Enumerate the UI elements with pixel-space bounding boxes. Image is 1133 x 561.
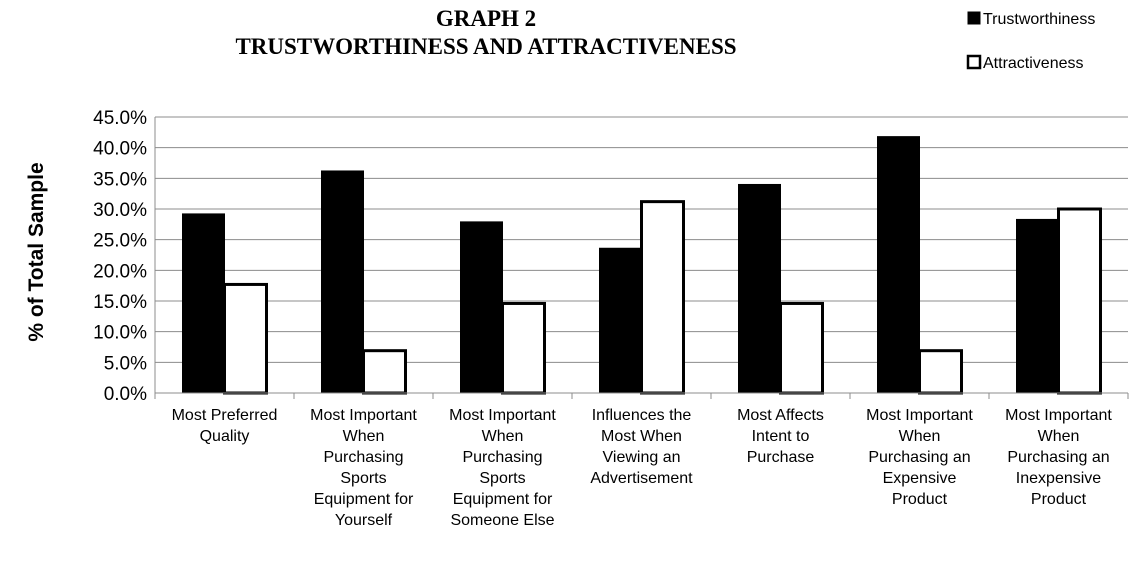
y-tick-label: 25.0%: [93, 231, 147, 252]
bar-trustworthiness: [1016, 218, 1059, 394]
x-category-label: Advertisement: [590, 470, 693, 487]
x-category-label: Most Affects: [737, 407, 824, 424]
x-category-label: Sports: [340, 470, 386, 487]
y-tick-label: 10.0%: [93, 323, 147, 344]
bar-trustworthiness: [460, 221, 503, 394]
legend-swatch-attractiveness: [966, 54, 982, 70]
x-category-label: Viewing an: [603, 449, 681, 466]
y-axis-label: % of Total Sample: [25, 162, 48, 341]
legend-label-attractiveness: Attractiveness: [983, 55, 1083, 72]
bars: [182, 136, 1102, 395]
x-category-label: Someone Else: [450, 512, 554, 529]
x-category-label: When: [343, 428, 385, 445]
bar-trustworthiness: [877, 136, 920, 394]
bar-trustworthiness: [321, 170, 364, 394]
x-category-label: Expensive: [883, 470, 957, 487]
y-tick-label: 5.0%: [104, 353, 147, 374]
axes: [154, 117, 1129, 399]
y-tick-label: 45.0%: [93, 108, 147, 129]
x-category-label: When: [1038, 428, 1080, 445]
bar-attractiveness: [362, 349, 407, 395]
x-category-label: When: [899, 428, 941, 445]
y-tick-labels: 0.0% 5.0% 10.0% 15.0% 20.0% 25.0% 30.0% 35.0% 40…: [93, 108, 147, 405]
x-category-label: Purchasing: [323, 449, 403, 466]
x-category-label: Most Important: [866, 407, 973, 424]
x-category-label: Equipment for: [453, 491, 553, 508]
y-tick-label: 0.0%: [104, 384, 147, 405]
bar-attractiveness: [1057, 207, 1102, 395]
x-category-label: Product: [1031, 491, 1087, 508]
x-category-label: Most Important: [449, 407, 556, 424]
x-category-label: Purchasing: [462, 449, 542, 466]
legend-swatch-trustworthiness: [967, 11, 981, 25]
bar-trustworthiness: [182, 213, 225, 394]
x-category-label: Most Important: [310, 407, 417, 424]
bar-trustworthiness: [599, 247, 642, 394]
y-tick-label: 15.0%: [93, 292, 147, 313]
x-category-label: Purchasing an: [868, 449, 970, 466]
x-category-label: Purchase: [747, 449, 815, 466]
bar-attractiveness: [779, 301, 824, 395]
bar-attractiveness: [640, 200, 685, 395]
x-category-labels: Most Preferred Quality Most Important When P…: [172, 407, 1113, 529]
x-category-label: When: [482, 428, 524, 445]
x-category-label: Most Important: [1005, 407, 1112, 424]
bar-trustworthiness: [738, 183, 781, 394]
legend: Trustworthiness Attractiveness: [966, 11, 1095, 72]
y-tick-label: 35.0%: [93, 169, 147, 190]
bar-attractiveness: [501, 301, 546, 395]
y-tick-label: 30.0%: [93, 200, 147, 221]
x-category-label: Most Preferred: [172, 407, 278, 424]
x-category-label: Intent to: [752, 428, 810, 445]
x-category-label: Influences the: [592, 407, 692, 424]
legend-label-trustworthiness: Trustworthiness: [983, 11, 1095, 28]
bar-attractiveness: [223, 282, 268, 395]
x-category-label: Product: [892, 491, 948, 508]
x-category-label: Quality: [200, 428, 250, 445]
x-category-label: Yourself: [335, 512, 393, 529]
x-category-label: Equipment for: [314, 491, 414, 508]
chart-title-line-2: TRUSTWORTHINESS AND ATTRACTIVENESS: [235, 34, 736, 59]
x-category-label: Inexpensive: [1016, 470, 1101, 487]
x-category-label: Purchasing an: [1007, 449, 1109, 466]
y-tick-label: 20.0%: [93, 261, 147, 282]
y-tick-label: 40.0%: [93, 139, 147, 160]
bar-attractiveness: [918, 349, 963, 395]
x-category-label: Sports: [479, 470, 525, 487]
x-category-label: Most When: [601, 428, 682, 445]
chart-title-line-1: GRAPH 2: [436, 6, 536, 31]
